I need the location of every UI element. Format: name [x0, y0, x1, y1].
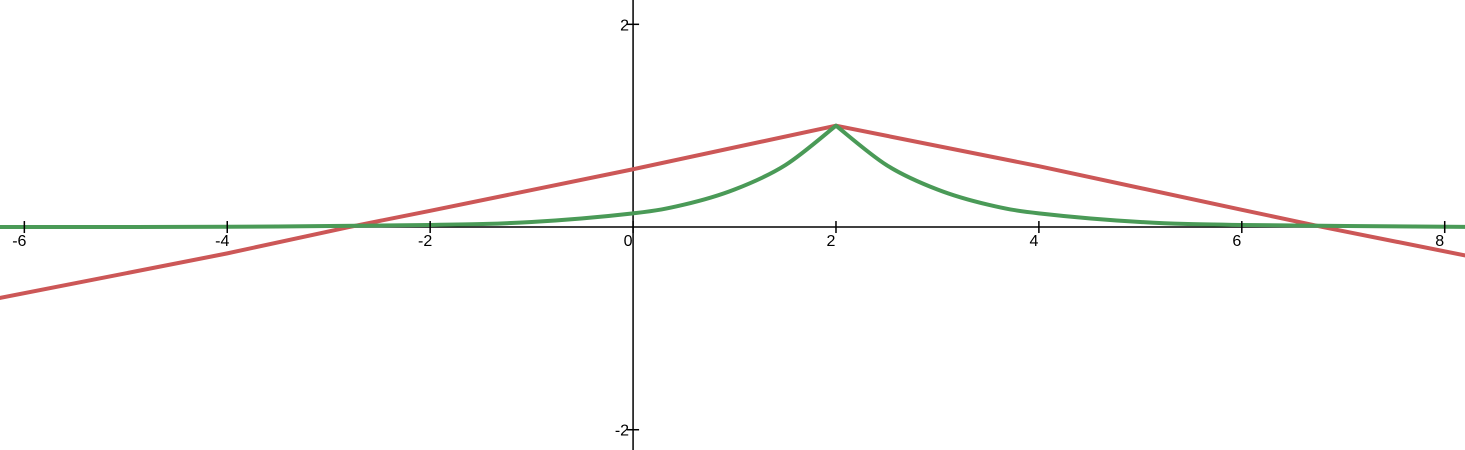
series-line-1: [0, 123, 1465, 300]
y-tick-label: 2: [620, 17, 629, 34]
x-tick-label: 2: [827, 233, 836, 250]
x-tick-label: 0: [624, 233, 633, 250]
y-tick-label: -2: [615, 423, 629, 440]
x-tick-label: 8: [1435, 233, 1444, 250]
x-tick-label: -6: [12, 233, 26, 250]
x-tick-label: -4: [215, 233, 229, 250]
series-layer: [0, 123, 1465, 300]
x-tick-label: -2: [418, 233, 432, 250]
x-tick-label: 6: [1232, 233, 1241, 250]
ticks-layer: -6 -4 -2 0 2 4 6 8 2 -2: [12, 17, 1446, 440]
x-tick-label: 4: [1029, 233, 1038, 250]
